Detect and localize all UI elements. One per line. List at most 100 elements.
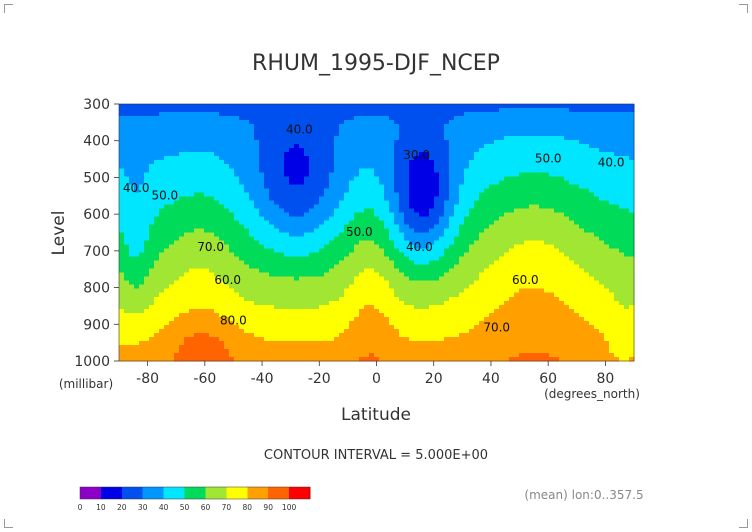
contour-cell [594,260,600,266]
contour-cell [159,296,165,302]
contour-cell [374,216,380,222]
contour-cell [139,148,145,153]
contour-cell [449,196,455,201]
contour-cell [319,184,325,189]
contour-cell [379,160,385,165]
contour-cell [489,160,495,165]
contour-cell [624,112,630,117]
contour-cell [309,184,315,189]
contour-cell [524,220,530,226]
contour-cell [474,144,480,149]
contour-cell [409,184,415,189]
contour-cell [614,164,620,169]
contour-cell [229,160,235,165]
contour-cell [414,224,420,230]
contour-cell [354,108,360,113]
contour-cell [374,260,380,266]
contour-cell [604,132,610,137]
contour-cell [164,140,170,145]
contour-cell [129,280,135,286]
contour-cell [219,152,225,157]
contour-cell [229,212,235,218]
contour-cell [424,276,430,282]
contour-cell [259,148,265,153]
contour-cell [494,176,500,181]
contour-cell [394,212,400,218]
contour-cell [189,148,195,153]
contour-cell [369,204,375,210]
contour-cell [379,168,385,173]
contour-cell [494,292,500,298]
contour-cell [449,216,455,222]
contour-cell [274,120,280,125]
contour-cell [549,136,555,141]
contour-cell [624,288,630,294]
contour-cell [204,228,210,234]
contour-cell [234,268,240,274]
contour-cell [264,152,270,157]
contour-cell [484,124,490,129]
contour-cell [224,160,230,165]
contour-cell [584,128,590,133]
contour-cell [574,228,580,234]
contour-cell [194,284,200,290]
contour-cell [204,204,210,210]
contour-cell [209,244,215,250]
contour-cell [189,248,195,254]
contour-cell [604,204,610,210]
contour-cell [594,280,600,286]
contour-cell [389,188,395,193]
contour-cell [474,136,480,141]
contour-cell [624,264,630,270]
contour-cell [144,196,150,201]
contour-cell [414,228,420,234]
contour-cell [629,144,635,149]
contour-cell [179,216,185,222]
contour-cell [164,272,170,278]
contour-cell [184,240,190,246]
contour-cell [349,260,355,266]
contour-cell [384,264,390,270]
contour-cell [469,224,475,230]
contour-cell [559,148,565,153]
contour-cell [134,260,140,266]
contour-cell [539,136,545,141]
contour-cell [369,220,375,226]
contour-cell [124,192,130,197]
contour-cell [479,220,485,226]
contour-cell [279,156,285,161]
contour-cell [389,228,395,234]
contour-cell [574,192,580,197]
contour-cell [559,112,565,117]
contour-cell [214,132,220,137]
contour-cell [224,172,230,177]
contour-cell [584,252,590,258]
contour-cell [264,252,270,258]
contour-cell [294,292,300,298]
contour-cell [379,156,385,161]
contour-cell [369,184,375,189]
contour-cell [139,196,145,201]
contour-cell [419,172,425,177]
contour-cell [239,240,245,246]
contour-cell [494,268,500,274]
contour-cell [399,120,405,125]
contour-cell [364,108,370,113]
contour-cell [544,292,550,298]
contour-cell [199,172,205,177]
contour-cell [334,160,340,165]
contour-cell [549,280,555,286]
contour-cell [624,292,630,298]
contour-cell [459,212,465,218]
contour-cell [264,148,270,153]
contour-cell [419,200,425,205]
contour-cell [374,128,380,133]
contour-cell [559,220,565,226]
contour-cell [419,220,425,226]
contour-cell [164,152,170,157]
contour-cell [504,120,510,125]
contour-cell [584,248,590,254]
contour-cell [134,212,140,218]
contour-cell [244,184,250,189]
contour-cell [324,120,330,125]
